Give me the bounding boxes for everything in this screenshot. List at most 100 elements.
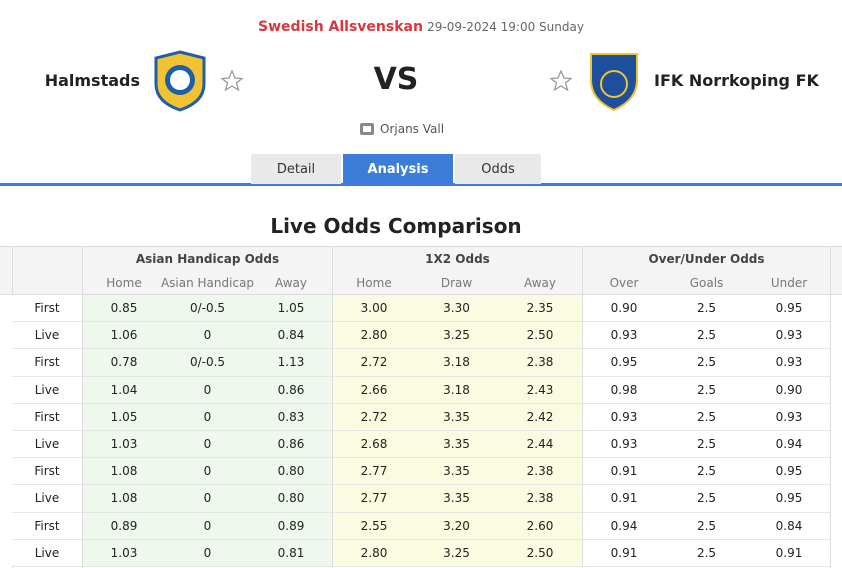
odds-cell: 1.05 [82, 403, 165, 431]
odds-cell: 1.03 [82, 539, 165, 567]
odds-cell: 0.95 [748, 458, 830, 486]
column-divider [830, 246, 831, 568]
tab[interactable]: Odds [455, 154, 541, 184]
column-header: Under [770, 276, 808, 290]
odds-cell: 3.30 [415, 295, 498, 323]
odds-cell: 2.60 [498, 512, 582, 540]
odds-cell: 2.5 [665, 295, 748, 323]
odds-cell: 3.00 [332, 295, 415, 323]
column-header: Home [82, 271, 165, 295]
venue-icon [360, 123, 374, 135]
odds-cell: 2.5 [665, 403, 748, 431]
odds-cell: 1.05 [250, 295, 332, 323]
odds-cell: 2.50 [498, 322, 582, 350]
column-header: Goals [689, 276, 724, 290]
favorite-star[interactable] [220, 69, 244, 93]
group-header: Asian Handicap Odds [82, 246, 332, 271]
odds-cell: 2.38 [498, 485, 582, 513]
tab[interactable]: Detail [251, 154, 341, 184]
odds-cell: 0.94 [582, 512, 665, 540]
odds-cell: 0 [165, 485, 250, 513]
odds-cell: 0.94 [748, 431, 830, 459]
away-team[interactable]: IFK Norrkoping FK [654, 71, 819, 90]
row-label: First [12, 349, 82, 377]
row-label: Live [12, 539, 82, 567]
odds-cell: 3.18 [415, 349, 498, 377]
odds-cell: 2.43 [498, 376, 582, 404]
match-info: Swedish Allsvenskan 29-09-2024 19:00 Sun… [0, 19, 842, 35]
odds-cell: 0.86 [250, 431, 332, 459]
column-header: Away [524, 276, 556, 290]
odds-cell: 2.5 [665, 458, 748, 486]
odds-cell: 0.90 [748, 376, 830, 404]
odds-cell: 0 [165, 403, 250, 431]
odds-cell: 0.95 [582, 349, 665, 377]
row-label: First [12, 512, 82, 540]
column-header: Over [582, 271, 665, 295]
odds-cell: 1.03 [82, 431, 165, 459]
odds-cell: 2.80 [332, 539, 415, 567]
row-label: Live [12, 431, 82, 459]
odds-cell: 2.5 [665, 485, 748, 513]
home-logo [154, 50, 206, 112]
odds-cell: 0 [165, 431, 250, 459]
odds-cell: 3.35 [415, 431, 498, 459]
odds-cell: 0/-0.5 [165, 295, 250, 323]
odds-cell: 2.72 [332, 403, 415, 431]
datetime: 29-09-2024 19:00 Sunday [427, 20, 584, 34]
odds-cell: 0.84 [250, 322, 332, 350]
odds-cell: 0.93 [582, 431, 665, 459]
odds-cell: 2.66 [332, 376, 415, 404]
odds-cell: 2.44 [498, 431, 582, 459]
odds-cell: 3.20 [415, 512, 498, 540]
away-logo [590, 53, 638, 112]
row-label: Live [12, 322, 82, 350]
row-label: Live [12, 485, 82, 513]
odds-cell: 3.35 [415, 485, 498, 513]
favorite-star[interactable] [549, 69, 573, 93]
column-header: Home [332, 271, 415, 295]
odds-cell: 0 [165, 539, 250, 567]
odds-cell: 0.80 [250, 458, 332, 486]
odds-cell: 0.85 [82, 295, 165, 323]
odds-cell: 0.91 [582, 539, 665, 567]
odds-cell: 3.35 [415, 458, 498, 486]
odds-cell: 2.77 [332, 485, 415, 513]
odds-cell: 0.78 [82, 349, 165, 377]
odds-cell: 2.72 [332, 349, 415, 377]
odds-cell: 2.38 [498, 458, 582, 486]
section-title: Live Odds Comparison [270, 214, 522, 238]
odds-cell: 0.93 [748, 403, 830, 431]
league[interactable]: Swedish Allsvenskan [258, 19, 423, 35]
venue: Orjans Vall [380, 122, 445, 136]
odds-cell: 1.06 [82, 322, 165, 350]
odds-cell: 0 [165, 458, 250, 486]
odds-cell: 2.77 [332, 458, 415, 486]
odds-cell: 0 [165, 512, 250, 540]
home-team[interactable]: Halmstads [44, 71, 140, 90]
column-header: Draw [440, 276, 473, 290]
odds-cell: 0.93 [582, 403, 665, 431]
odds-cell: 2.35 [498, 295, 582, 323]
odds-cell: 0.95 [748, 485, 830, 513]
odds-cell: 2.42 [498, 403, 582, 431]
row-label: First [12, 403, 82, 431]
row-label: First [12, 295, 82, 323]
odds-cell: 3.25 [415, 322, 498, 350]
odds-cell: 2.5 [665, 349, 748, 377]
odds-cell: 0.83 [250, 403, 332, 431]
odds-cell: 2.50 [498, 539, 582, 567]
odds-cell: 1.13 [250, 349, 332, 377]
group-header: Over/Under Odds [582, 246, 830, 271]
tab[interactable]: Analysis [343, 154, 453, 184]
odds-cell: 0.91 [582, 458, 665, 486]
odds-cell: 0.84 [748, 512, 830, 540]
odds-cell: 2.38 [498, 349, 582, 377]
odds-cell: 0.89 [250, 512, 332, 540]
odds-cell: 0.95 [748, 295, 830, 323]
odds-cell: 1.08 [82, 485, 165, 513]
odds-cell: 0.80 [250, 485, 332, 513]
odds-cell: 0.81 [250, 539, 332, 567]
odds-cell: 0.98 [582, 376, 665, 404]
